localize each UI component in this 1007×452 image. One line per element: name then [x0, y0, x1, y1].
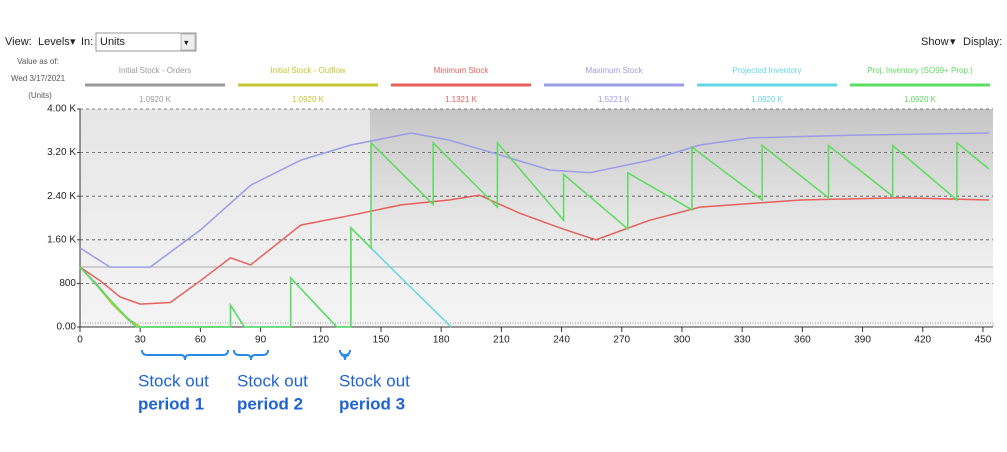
x-tick-label: 180: [433, 335, 450, 346]
annotation-text: Stock out: [138, 371, 209, 390]
as-of-date: Wed 3/17/2021: [11, 74, 66, 83]
x-tick-label: 120: [312, 335, 329, 346]
x-tick-label: 420: [914, 335, 931, 346]
select-caret: ▾: [184, 37, 189, 47]
legend-value: 1.0920 K: [904, 95, 937, 104]
y-tick-label: 800: [59, 278, 76, 289]
annotation-text: period 2: [237, 394, 303, 413]
x-tick-label: 90: [255, 335, 267, 346]
value-as-of: Value as of:: [17, 57, 59, 66]
x-tick-label: 270: [613, 335, 630, 346]
legend-value: 1.0920 K: [139, 95, 172, 104]
x-tick-label: 330: [734, 335, 751, 346]
annotation-text: period 3: [339, 394, 405, 413]
series-line: [79, 194, 990, 305]
x-tick-label: 0: [77, 335, 83, 346]
legend-label: Initial Stock - Outflow: [270, 66, 345, 75]
x-tick-label: 30: [135, 335, 147, 346]
levels-menu[interactable]: Levels: [38, 36, 70, 48]
y-tick-label: 4.00 K: [47, 104, 76, 115]
y-tick-label: 2.40 K: [47, 191, 76, 202]
select-arrow[interactable]: [180, 33, 196, 51]
units-value: Units: [100, 36, 126, 48]
units-note: (Units): [28, 91, 52, 100]
plot-shade: [370, 109, 993, 269]
x-tick-label: 210: [493, 335, 510, 346]
x-tick-label: 360: [794, 335, 811, 346]
x-tick-label: 450: [975, 335, 992, 346]
annotation-text: Stock out: [237, 371, 308, 390]
x-tick-label: 300: [674, 335, 691, 346]
legend-label: Initial Stock - Orders: [119, 66, 191, 75]
bracket: [141, 349, 229, 361]
annotation-text: Stock out: [339, 371, 410, 390]
legend-value: 1.1321 K: [445, 95, 478, 104]
x-tick-label: 150: [373, 335, 390, 346]
bracket: [233, 349, 269, 361]
units-select[interactable]: [95, 32, 197, 52]
y-tick-label: 1.60 K: [47, 234, 76, 245]
y-tick-label: 0.00: [57, 322, 77, 333]
legend-value: 1.0920 K: [292, 95, 325, 104]
legend-label: Projected Inventory: [733, 66, 802, 75]
x-tick-label: 240: [553, 335, 570, 346]
in-label: In:: [81, 36, 93, 48]
levels-caret: ▾: [70, 36, 76, 48]
y-tick-label: 3.20 K: [47, 147, 76, 158]
series-line: [79, 132, 990, 268]
show-menu[interactable]: Show: [921, 36, 949, 48]
legend-label: Maximum Stock: [586, 66, 644, 75]
legend-value: 1.0920 K: [751, 95, 784, 104]
x-minor-ticks: [79, 322, 994, 328]
view-label: View:: [5, 36, 32, 48]
legend-value: 1.5221 K: [598, 95, 631, 104]
x-tick-label: 60: [195, 335, 207, 346]
legend-label: Minimum Stock: [434, 66, 490, 75]
show-caret: ▾: [950, 36, 956, 48]
legend-label: Proj. Inventory (SO99+ Prop.): [867, 66, 973, 75]
display-menu[interactable]: Display:: [963, 36, 1002, 48]
bracket: [339, 349, 351, 361]
annotation-text: period 1: [138, 394, 204, 413]
series-line: [79, 140, 990, 328]
x-tick-label: 390: [854, 335, 871, 346]
